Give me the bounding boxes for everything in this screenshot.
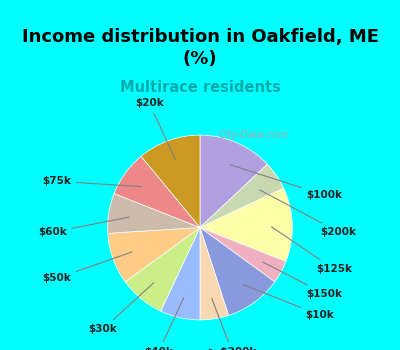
Text: $125k: $125k xyxy=(272,227,352,274)
Text: $30k: $30k xyxy=(89,283,154,334)
Text: $150k: $150k xyxy=(263,262,343,299)
Wedge shape xyxy=(200,135,267,228)
Wedge shape xyxy=(200,228,228,320)
Text: $75k: $75k xyxy=(42,176,141,187)
Wedge shape xyxy=(200,188,292,261)
Wedge shape xyxy=(141,135,200,228)
Text: $40k: $40k xyxy=(144,298,184,350)
Text: $20k: $20k xyxy=(135,98,175,160)
Wedge shape xyxy=(108,194,200,233)
Text: > $200k: > $200k xyxy=(208,299,256,350)
Text: $10k: $10k xyxy=(243,285,334,320)
Wedge shape xyxy=(200,228,286,282)
Text: $200k: $200k xyxy=(260,190,357,237)
Text: Multirace residents: Multirace residents xyxy=(120,80,280,95)
Text: $60k: $60k xyxy=(38,217,129,237)
Text: $100k: $100k xyxy=(230,165,343,200)
Wedge shape xyxy=(161,228,200,320)
Text: $50k: $50k xyxy=(42,252,132,283)
Text: City-Data.com: City-Data.com xyxy=(218,131,288,140)
Wedge shape xyxy=(200,228,275,315)
Wedge shape xyxy=(125,228,200,311)
Wedge shape xyxy=(108,228,200,282)
Wedge shape xyxy=(200,164,284,228)
Text: Income distribution in Oakfield, ME
(%): Income distribution in Oakfield, ME (%) xyxy=(22,28,378,68)
Wedge shape xyxy=(114,156,200,228)
